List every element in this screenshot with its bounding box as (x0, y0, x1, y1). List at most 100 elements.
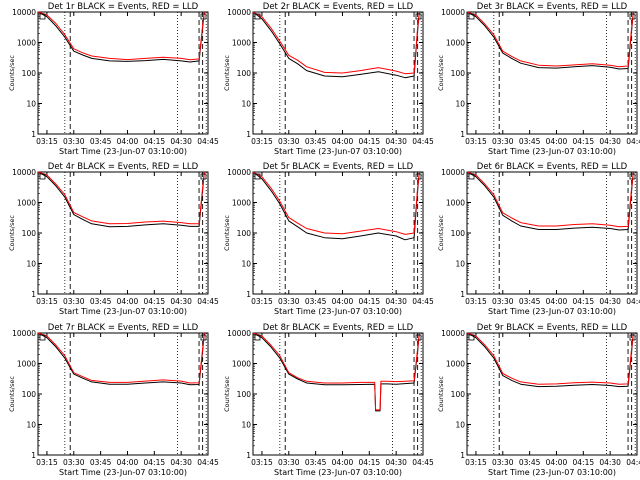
x-tick-label: 04:45 (412, 297, 434, 306)
x-tick-label: 04:15 (144, 297, 166, 306)
x-tick-label: 04:45 (197, 137, 219, 146)
y-tick-label: 10000 (227, 329, 251, 338)
y-axis-label: Counts/sec (223, 376, 231, 412)
x-tick-label: 03:15 (36, 297, 58, 306)
x-tick-label: 03:30 (63, 458, 85, 467)
y-tick-label: 100 (451, 229, 466, 238)
x-tick-label: 04:00 (546, 297, 568, 306)
x-tick-label: 04:30 (170, 137, 192, 146)
y-tick-label: 10 (241, 421, 251, 430)
corner-marker (254, 334, 261, 341)
y-tick-label: 1000 (232, 39, 251, 48)
panel-title: Det 5r BLACK = Events, RED = LLD (263, 162, 414, 172)
series-line-lld (252, 332, 420, 411)
panel-5: Det 5r BLACK = Events, RED = LLD 1 10 100 10… (223, 162, 434, 316)
series-line-lld (466, 332, 634, 385)
x-axis-label: Start Time (23-Jun-07 03:10:00) (274, 468, 402, 477)
x-axis-label: Start Time (23-Jun-07 03:10:00) (488, 468, 616, 477)
series-line-events (252, 11, 420, 79)
x-tick-label: 03:45 (90, 458, 112, 467)
x-tick-label: 03:15 (251, 458, 273, 467)
plot-frame (252, 171, 424, 295)
corner-marker (468, 334, 475, 341)
x-tick-label: 03:45 (519, 458, 541, 467)
x-tick-label: 04:30 (170, 458, 192, 467)
y-tick-label: 10000 (441, 329, 465, 338)
x-tick-label: 04:30 (599, 458, 621, 467)
x-tick-label: 03:45 (305, 458, 327, 467)
plot-frame (37, 11, 209, 135)
y-tick-label: 10 (241, 260, 251, 269)
panel-title: Det 2r BLACK = Events, RED = LLD (263, 2, 414, 12)
series-line-events (466, 171, 634, 231)
x-tick-label: 04:30 (599, 297, 621, 306)
x-tick-label: 03:15 (465, 458, 487, 467)
y-tick-label: 10000 (441, 168, 465, 177)
x-tick-label: 03:45 (305, 137, 327, 146)
x-tick-label: 04:00 (332, 458, 354, 467)
y-tick-label: 100 (22, 390, 37, 399)
x-tick-label: 04:30 (385, 458, 407, 467)
corner-marker (415, 173, 422, 180)
x-tick-label: 04:30 (385, 137, 407, 146)
panel-1: Det 1r BLACK = Events, RED = LLD 1 10 100 10… (8, 2, 219, 156)
series-line-lld (37, 332, 205, 384)
y-axis-label: Counts/sec (437, 215, 445, 251)
y-tick-label: 10000 (12, 329, 36, 338)
y-tick-label: 1 (246, 130, 251, 139)
plot-frame (37, 332, 209, 456)
corner-marker (468, 13, 475, 20)
corner-marker (200, 173, 207, 180)
y-tick-label: 10000 (227, 8, 251, 17)
y-tick-label: 1000 (446, 199, 465, 208)
x-tick-label: 04:45 (412, 458, 434, 467)
y-tick-label: 10000 (441, 8, 465, 17)
x-tick-label: 04:45 (626, 458, 640, 467)
y-tick-label: 10 (455, 421, 465, 430)
panel-8: Det 8r BLACK = Events, RED = LLD 1 10 100 10… (223, 323, 434, 477)
corner-marker (415, 13, 422, 20)
x-tick-label: 03:30 (492, 137, 514, 146)
corner-marker (254, 173, 261, 180)
y-axis-label: Counts/sec (223, 55, 231, 91)
x-axis-label: Start Time (23-Jun-07 03:10:00) (274, 147, 402, 156)
x-tick-label: 03:30 (492, 297, 514, 306)
x-tick-label: 04:45 (626, 137, 640, 146)
series-line-lld (37, 11, 205, 61)
x-tick-label: 03:45 (90, 137, 112, 146)
y-tick-label: 1000 (232, 199, 251, 208)
corner-marker (629, 334, 636, 341)
x-tick-label: 04:30 (599, 137, 621, 146)
panel-title: Det 4r BLACK = Events, RED = LLD (48, 162, 199, 172)
x-axis-label: Start Time (23-Jun-07 03:10:00) (59, 147, 187, 156)
panel-title: Det 6r BLACK = Events, RED = LLD (477, 162, 628, 172)
x-tick-label: 04:00 (332, 137, 354, 146)
y-tick-label: 1000 (446, 360, 465, 369)
y-tick-label: 100 (237, 69, 252, 78)
y-tick-label: 1 (460, 290, 465, 299)
corner-marker (39, 13, 46, 20)
x-axis-label: Start Time (23-Jun-07 03:10:00) (488, 147, 616, 156)
y-axis-label: Counts/sec (223, 215, 231, 251)
plot-frame (466, 11, 638, 135)
x-tick-label: 03:15 (36, 137, 58, 146)
x-tick-label: 03:15 (36, 458, 58, 467)
x-tick-label: 03:15 (465, 297, 487, 306)
x-tick-label: 04:15 (359, 137, 381, 146)
y-axis-label: Counts/sec (437, 55, 445, 91)
x-tick-label: 04:45 (626, 297, 640, 306)
series-line-events (252, 171, 420, 241)
y-axis-label: Counts/sec (8, 376, 16, 412)
x-tick-label: 04:15 (359, 458, 381, 467)
y-tick-label: 10 (26, 260, 36, 269)
x-tick-label: 03:45 (519, 297, 541, 306)
y-tick-label: 1 (460, 130, 465, 139)
panel-title: Det 8r BLACK = Events, RED = LLD (263, 323, 414, 333)
plot-frame (252, 332, 424, 456)
plot-frame (466, 332, 638, 456)
y-tick-label: 1 (31, 451, 36, 460)
x-tick-label: 03:30 (492, 458, 514, 467)
y-tick-label: 1000 (446, 39, 465, 48)
x-tick-label: 03:30 (278, 458, 300, 467)
